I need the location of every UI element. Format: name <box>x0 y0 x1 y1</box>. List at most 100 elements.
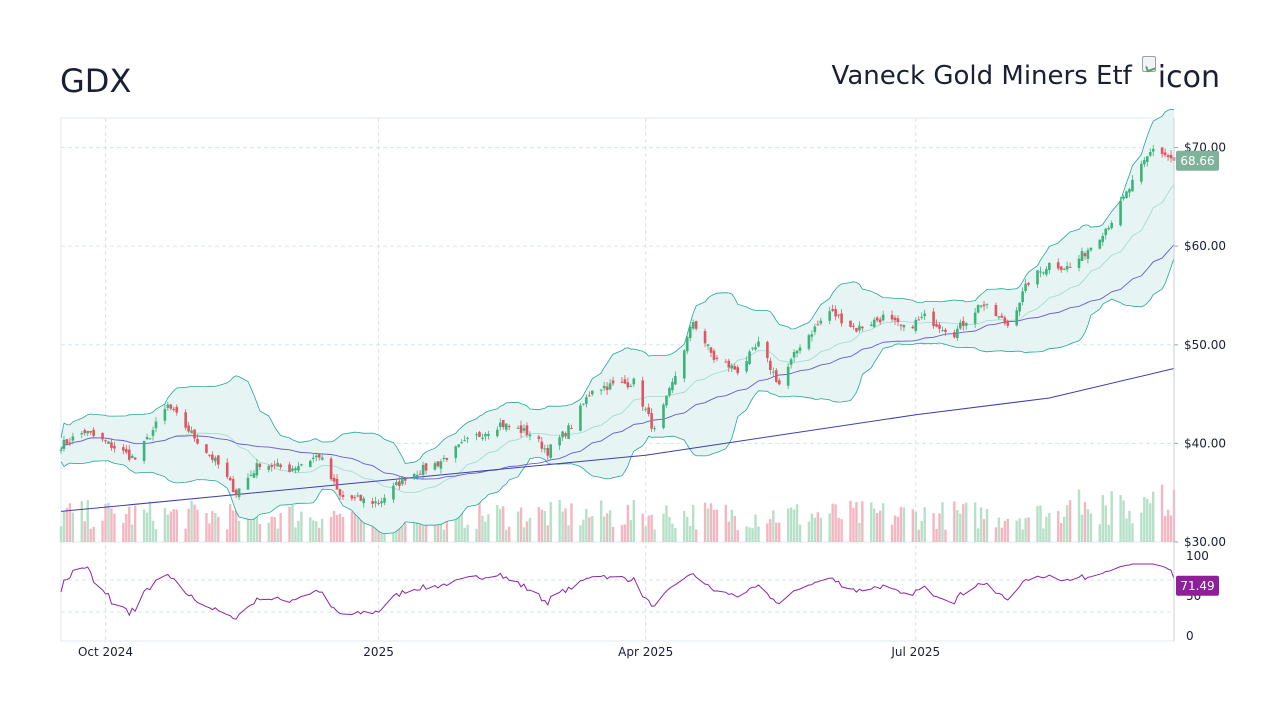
candle-body <box>1160 147 1164 155</box>
volume-bar <box>134 505 137 542</box>
volume-bar <box>772 510 775 542</box>
volume-bar <box>383 528 386 542</box>
volume-bar <box>184 528 187 542</box>
candle-body <box>163 409 167 421</box>
volume-bar <box>270 516 273 542</box>
candle-body <box>923 313 926 317</box>
candle-body <box>424 463 428 471</box>
candle-body <box>383 497 386 503</box>
candle-body <box>682 350 686 379</box>
volume-bar <box>540 509 544 542</box>
candle-body <box>1169 154 1173 159</box>
volume-bar <box>217 516 220 542</box>
candle-body <box>320 457 324 460</box>
candle-body <box>71 436 75 441</box>
candle-body <box>166 404 170 408</box>
volume-bar <box>478 500 481 542</box>
candle-body <box>151 430 155 436</box>
volume-bar <box>148 501 152 542</box>
volume-bar <box>917 529 920 542</box>
candle-body <box>650 413 653 429</box>
icon-alt-text: icon <box>1157 60 1220 95</box>
volume-bar <box>315 521 318 542</box>
volume-bar <box>341 517 345 542</box>
volume-bar <box>561 511 564 542</box>
candle-body <box>1048 263 1051 271</box>
candle-body <box>772 371 775 373</box>
candle-body <box>80 432 84 435</box>
volume-bar <box>923 507 926 542</box>
price-tick-label: $60.00 <box>1184 239 1226 253</box>
volume-bar <box>813 517 817 542</box>
volume-bar <box>436 511 440 542</box>
volume-bar <box>401 526 404 542</box>
candle-body <box>789 359 793 365</box>
candle-body <box>769 360 772 370</box>
candle-body <box>1148 152 1152 156</box>
volume-bar <box>979 507 983 542</box>
candle-body <box>540 441 544 449</box>
volume-bar <box>1077 489 1081 542</box>
volume-bar <box>237 520 241 542</box>
volume-bar <box>466 524 469 542</box>
candle-body <box>893 317 897 321</box>
volume-bar <box>935 528 938 542</box>
candle-body <box>255 463 259 476</box>
candle-body <box>193 429 196 439</box>
volume-bar <box>113 513 116 542</box>
volume-bar <box>187 508 190 542</box>
volume-bar <box>647 515 650 542</box>
candle-body <box>620 381 624 383</box>
volume-bar <box>516 511 520 542</box>
volume-bar <box>1021 529 1024 542</box>
volume-bar <box>1140 512 1143 542</box>
candle-body <box>1125 191 1128 199</box>
volume-bar <box>335 514 339 542</box>
candle-body <box>644 408 647 410</box>
date-tick-label: Apr 2025 <box>618 645 673 659</box>
candle-body <box>914 319 918 331</box>
candle-body <box>668 388 671 396</box>
candle-body <box>1003 317 1007 324</box>
candle-body <box>190 430 193 433</box>
volume-bar <box>404 522 407 542</box>
candle-body <box>380 501 383 504</box>
volume-bar <box>279 512 282 542</box>
candle-body <box>1104 228 1108 236</box>
volume-bar <box>626 504 630 542</box>
candle-body <box>124 449 128 453</box>
volume-bar <box>855 501 858 542</box>
volume-bar <box>537 506 541 542</box>
candle-body <box>291 468 294 471</box>
candle-body <box>953 332 956 338</box>
candle-body <box>377 502 380 504</box>
volume-bar <box>911 509 915 542</box>
volume-bar <box>128 506 131 542</box>
moving-averages <box>60 244 1175 512</box>
candle-body <box>869 324 873 327</box>
candle-body <box>1027 282 1030 285</box>
volume-bar <box>870 502 873 542</box>
volume-bar <box>1048 512 1051 542</box>
candle-body <box>810 334 814 337</box>
volume-bar <box>1122 500 1125 542</box>
volume-bar <box>1166 509 1170 542</box>
volume-bar <box>294 527 297 542</box>
candle-body <box>401 476 404 485</box>
candle-body <box>774 370 778 382</box>
volume-bar <box>1160 484 1164 542</box>
volume-bar <box>356 501 359 542</box>
volume-bar <box>1107 524 1110 542</box>
candle-body <box>231 479 235 493</box>
volume-bar <box>674 527 677 542</box>
volume-bar <box>567 525 570 542</box>
volume-bar <box>142 509 146 542</box>
candle-body <box>92 429 95 436</box>
candle-body <box>938 324 941 329</box>
candle-body <box>917 319 921 321</box>
volume-bar <box>579 525 582 542</box>
candle-body <box>688 326 692 339</box>
volume-bar <box>976 528 980 542</box>
volume-bar <box>914 511 917 542</box>
